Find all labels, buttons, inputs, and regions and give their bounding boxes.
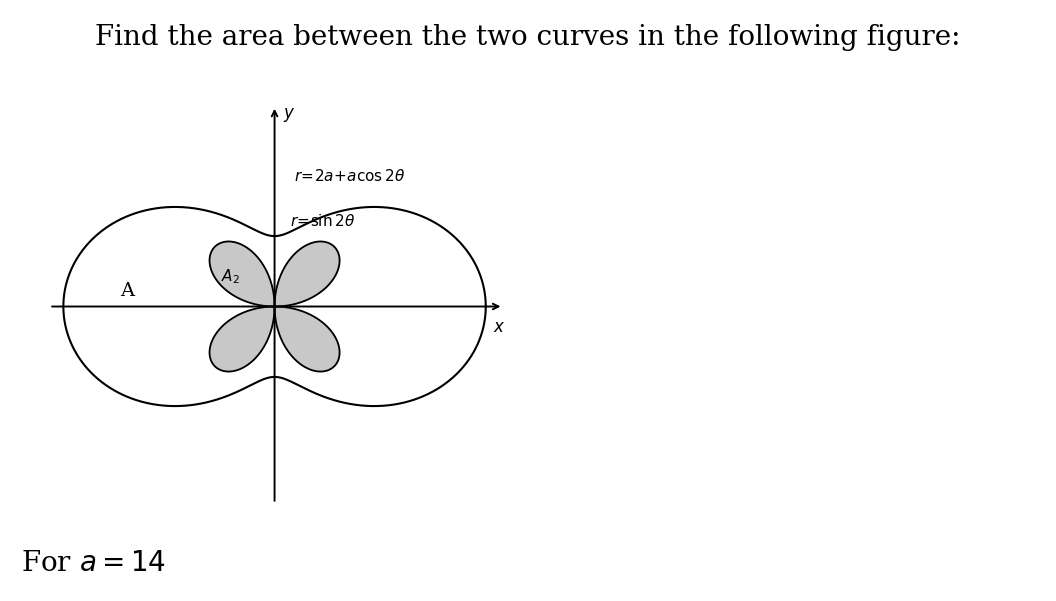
Text: For $a = 14$: For $a = 14$ [21,550,166,577]
Text: $x$: $x$ [493,319,506,336]
Polygon shape [275,242,340,307]
Polygon shape [209,242,275,307]
Text: A: A [119,282,134,300]
Polygon shape [209,307,275,371]
Polygon shape [275,307,340,371]
Text: $y$: $y$ [283,106,296,124]
Text: $A_2$: $A_2$ [222,267,241,286]
Text: $r\!=\!\sin 2\theta$: $r\!=\!\sin 2\theta$ [290,213,355,228]
Text: Find the area between the two curves in the following figure:: Find the area between the two curves in … [95,24,961,51]
Text: $r\!=\!2a\!+\!a\cos 2\theta$: $r\!=\!2a\!+\!a\cos 2\theta$ [295,168,406,185]
Polygon shape [63,207,486,406]
